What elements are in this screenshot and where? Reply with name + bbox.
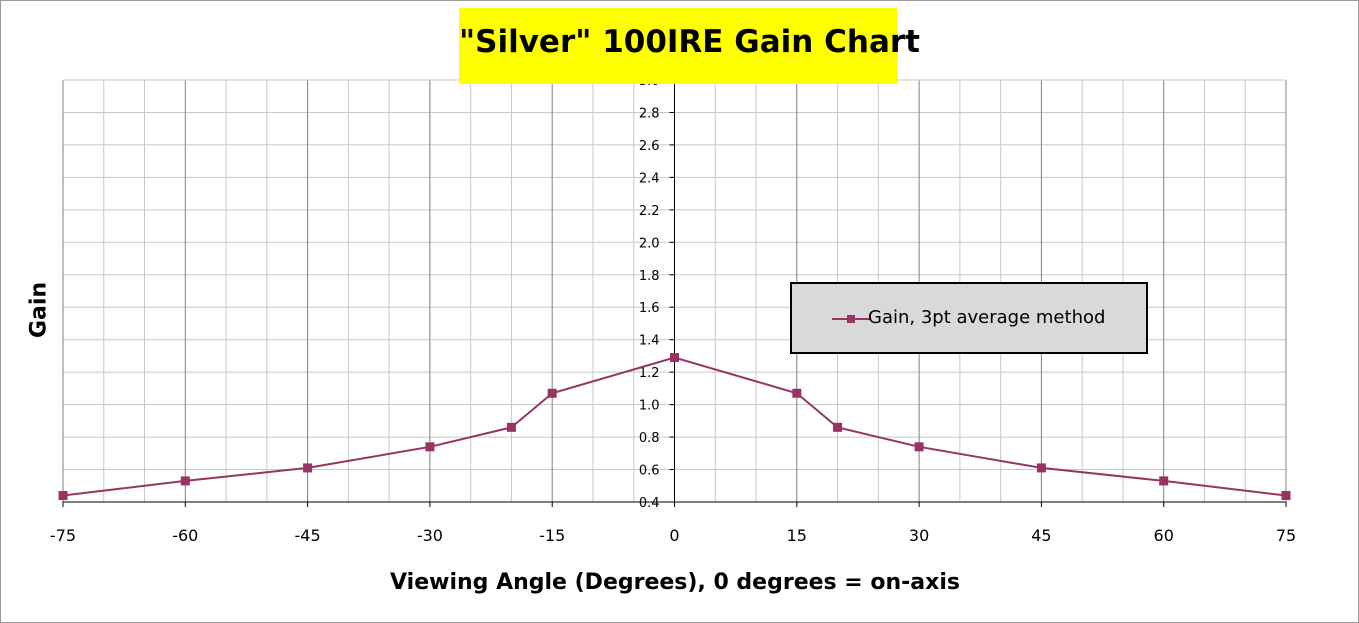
x-tick-label: 45 [1031, 526, 1051, 545]
y-tick-label: 2.0 [639, 236, 660, 251]
data-point-marker [180, 476, 190, 486]
y-axis-label-box: Gain [14, 281, 64, 339]
chart-title-box: "Silver" 100IRE Gain Chart [459, 8, 920, 84]
data-point-marker [1281, 491, 1291, 501]
legend-square-marker-icon [847, 315, 855, 323]
data-point-marker [506, 422, 516, 432]
x-tick-label: -30 [417, 526, 443, 545]
data-point-marker [914, 442, 924, 452]
y-tick-label: 2.6 [639, 139, 660, 154]
x-tick-labels: -75 -60 -45 -30 -15 0 15 30 45 60 75 [50, 526, 1296, 545]
axes [62, 79, 1287, 507]
y-tick-label: 1.2 [639, 366, 660, 381]
data-point-marker [303, 463, 313, 473]
x-tick-label: 75 [1276, 526, 1296, 545]
data-point-marker [792, 388, 802, 398]
x-tick-label: -45 [295, 526, 321, 545]
legend-line-icon [832, 315, 870, 323]
series-layer [58, 353, 1291, 501]
legend-label: Gain, 3pt average method [868, 307, 1106, 328]
data-point-marker [1159, 476, 1169, 486]
x-tick-label: 0 [669, 526, 679, 545]
data-point-marker [1036, 463, 1046, 473]
y-tick-label: 0.8 [639, 431, 660, 446]
y-tick-labels: 0.40.60.81.01.21.41.61.82.02.22.42.62.83… [639, 74, 660, 511]
data-point-marker [833, 422, 843, 432]
y-tick-label: 2.2 [639, 204, 660, 219]
data-point-marker [425, 442, 435, 452]
data-point-marker [547, 388, 557, 398]
legend: Gain, 3pt average method [790, 282, 1148, 354]
y-tick-label: 1.0 [639, 399, 660, 414]
x-tick-label: 60 [1154, 526, 1174, 545]
x-tick-label: -15 [539, 526, 565, 545]
x-axis-label: Viewing Angle (Degrees), 0 degrees = on-… [390, 570, 960, 595]
y-tick-label: 1.4 [639, 334, 660, 349]
data-point-marker [58, 491, 68, 501]
x-tick-label: 30 [909, 526, 929, 545]
x-tick-label: -60 [172, 526, 198, 545]
x-tick-label: 15 [787, 526, 807, 545]
y-tick-label: 0.6 [639, 464, 660, 479]
y-tick-label: 2.4 [639, 171, 660, 186]
y-tick-label: 1.6 [639, 301, 660, 316]
y-tick-label: 1.8 [639, 269, 660, 284]
y-tick-label: 0.4 [639, 496, 660, 511]
x-tick-label: -75 [50, 526, 76, 545]
chart-title: "Silver" 100IRE Gain Chart [459, 24, 920, 60]
data-point-marker [670, 353, 679, 363]
y-axis-label: Gain [26, 281, 52, 339]
y-tick-label: 2.8 [639, 106, 660, 121]
